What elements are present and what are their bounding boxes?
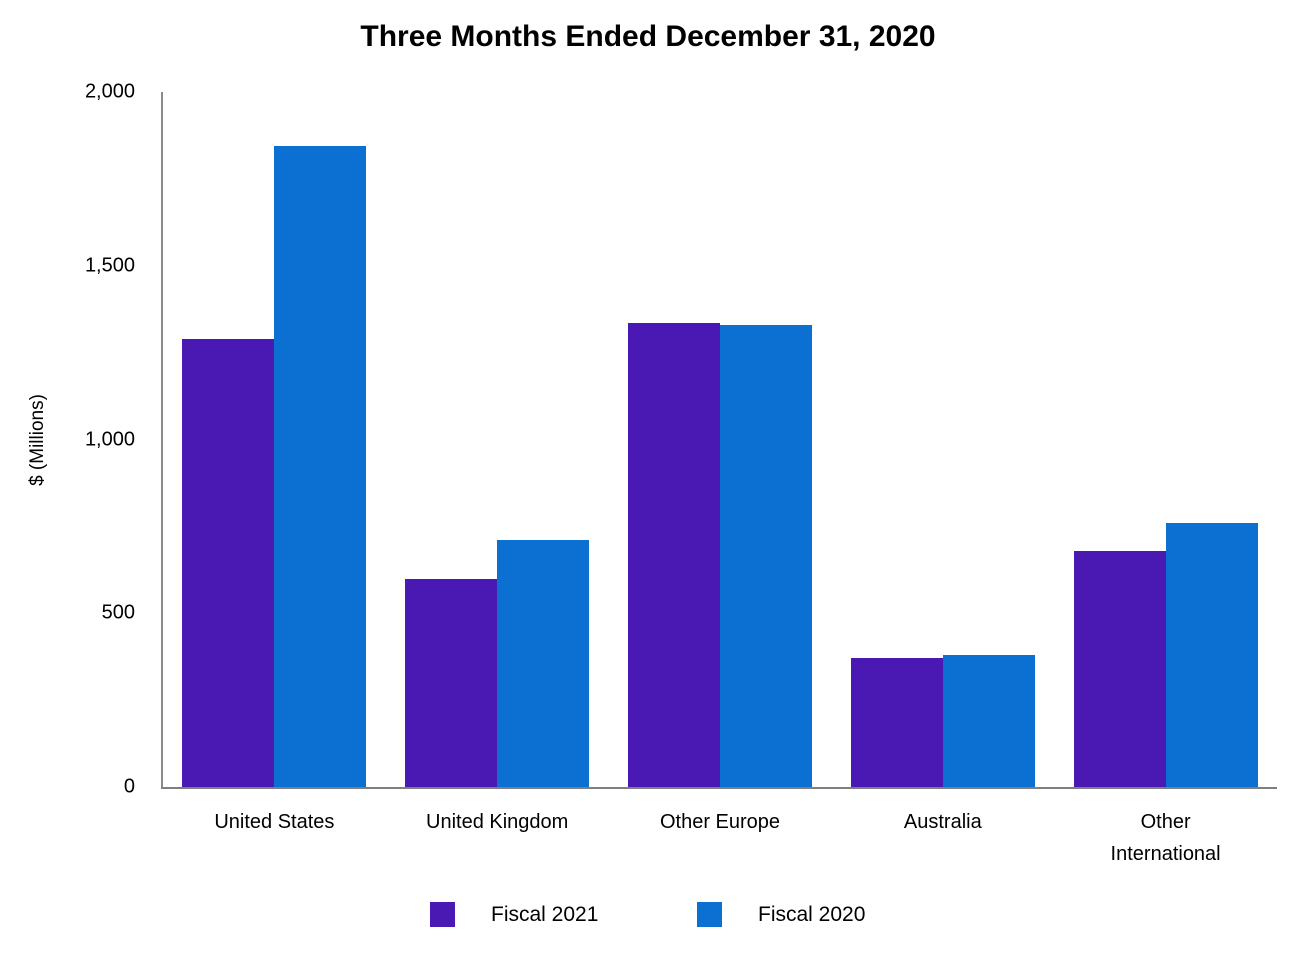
legend-item-fiscal-2020: Fiscal 2020 [697,902,865,927]
y-axis-tick-1-000: 1,000 [84,428,135,450]
x-axis-label-australia: Australia [903,811,982,833]
x-axis-label-other-europe: Other Europe [659,811,781,833]
y-axis-tick-500: 500 [101,601,135,624]
bar-fiscal-2020-other-europe [720,324,812,787]
y-axis-tick-2-000: 2,000 [84,80,135,103]
bar-fiscal-2020-other-international [1165,522,1258,787]
y-axis-line [161,92,163,787]
x-axis-line [161,787,1277,789]
bar-fiscal-2021-united-states [182,338,275,787]
bar-fiscal-2020-united-kingdom [497,540,590,787]
legend-item-fiscal-2021: Fiscal 2021 [430,902,598,927]
legend-label-fiscal-2020: Fiscal 2020 [758,902,866,926]
legend-swatch-fiscal-2020-icon [697,902,722,927]
bar-fiscal-2020-australia [942,654,1035,787]
legend-label-fiscal-2021: Fiscal 2021 [491,902,599,926]
legend-swatch-fiscal-2021-icon [430,902,455,927]
chart-title: Three Months Ended December 31, 2020 [360,20,936,53]
y-axis-tick-1-500: 1,500 [84,254,135,277]
bar-fiscal-2021-united-kingdom [405,578,498,787]
bar-fiscal-2020-united-states [274,145,367,787]
y-axis-tick-0: 0 [123,775,135,798]
bar-fiscal-2021-other-international [1073,550,1166,787]
x-axis-label-other-international: Other International [1110,811,1221,865]
bar-fiscal-2021-other-europe [628,323,720,787]
x-axis-label-united-kingdom: United Kingdom [426,811,569,833]
bar-fiscal-2021-australia [850,658,943,787]
x-axis-label-united-states: United States [214,811,335,833]
plot-area [161,92,1277,789]
